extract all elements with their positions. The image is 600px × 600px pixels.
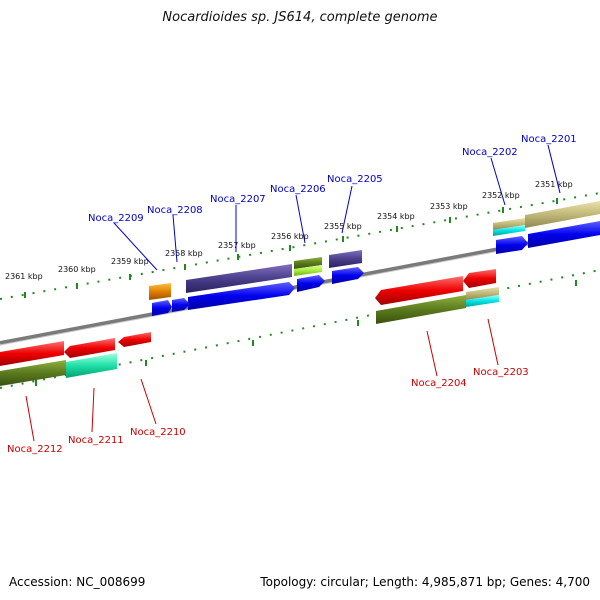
- reverse-gene-labels: Noca_2203 Noca_2204 Noca_2210 Noca_2211 …: [7, 367, 529, 455]
- gene-label-noca-2203: Noca_2203: [473, 367, 529, 378]
- gene-label-noca-2204: Noca_2204: [411, 378, 467, 389]
- gene-label-noca-2201: Noca_2201: [521, 134, 577, 145]
- feature-bar: [493, 225, 525, 236]
- tick-label: 2351 kbp: [535, 180, 573, 189]
- feature-bar: [0, 360, 66, 386]
- gene-arrow-noca-2206[interactable]: [297, 275, 325, 292]
- gene-arrow-noca-2203[interactable]: [463, 269, 496, 288]
- forward-tick-ruler: [0, 192, 600, 300]
- forward-major-ticks: [24, 198, 558, 298]
- tick-label: 2360 kbp: [58, 265, 96, 274]
- tick-label: 2355 kbp: [324, 222, 362, 231]
- genome-summary: Topology: circular; Length: 4,985,871 bp…: [260, 575, 590, 589]
- tick-label: 2357 kbp: [218, 241, 256, 250]
- tick-label: 2359 kbp: [111, 257, 149, 266]
- tick-label: 2358 kbp: [165, 249, 203, 258]
- feature-bar: [149, 283, 171, 300]
- gene-arrow-noca-2204[interactable]: [375, 276, 463, 305]
- feature-bar: [186, 264, 292, 293]
- gene-label-noca-2202: Noca_2202: [462, 147, 518, 158]
- feature-bar: [376, 295, 466, 324]
- feature-bar: [329, 250, 362, 268]
- gene-label-noca-2212: Noca_2212: [7, 444, 63, 455]
- gene-label-noca-2211: Noca_2211: [68, 435, 124, 446]
- forward-strand-features: [149, 201, 600, 316]
- feature-bar: [294, 265, 322, 276]
- gene-label-noca-2208: Noca_2208: [147, 205, 203, 216]
- reverse-label-leaders: [25, 318, 499, 442]
- gene-label-noca-2205: Noca_2205: [327, 174, 383, 185]
- reverse-strand-features: [0, 269, 499, 386]
- tick-label: 2354 kbp: [377, 212, 415, 221]
- gene-label-noca-2206: Noca_2206: [270, 184, 326, 195]
- gene-label-noca-2210: Noca_2210: [130, 427, 186, 438]
- forward-label-leaders: [113, 144, 561, 271]
- gene-arrow-noca-2202[interactable]: [496, 236, 528, 254]
- gene-arrow-noca-2210[interactable]: [118, 332, 151, 347]
- accession-label: Accession: NC_008699: [9, 575, 146, 589]
- tick-label: 2361 kbp: [5, 272, 43, 281]
- gene-label-noca-2207: Noca_2207: [210, 194, 266, 205]
- gene-arrow-noca-2205[interactable]: [332, 267, 364, 284]
- forward-gene-labels: Noca_2201 Noca_2202 Noca_2205 Noca_2206 …: [88, 134, 577, 224]
- tick-label: 2353 kbp: [430, 202, 468, 211]
- gene-arrow-noca-2209[interactable]: [152, 300, 172, 316]
- feature-bar: [466, 295, 499, 307]
- feature-bar: [466, 287, 499, 300]
- gene-arrow-noca-2207[interactable]: [188, 282, 295, 310]
- gene-arrow-noca-2211[interactable]: [64, 338, 115, 358]
- feature-bar: [493, 218, 525, 230]
- feature-bar: [66, 353, 117, 378]
- tick-label: 2352 kbp: [482, 191, 520, 200]
- tick-labels: 2351 kbp 2352 kbp 2353 kbp 2354 kbp 2355…: [5, 180, 573, 281]
- gene-label-noca-2209: Noca_2209: [88, 213, 144, 224]
- gene-arrow-noca-2201[interactable]: [528, 221, 600, 248]
- gene-arrow-noca-2208[interactable]: [172, 298, 190, 312]
- gene-arrow-noca-2212[interactable]: [0, 341, 64, 366]
- map-title: Nocardioides sp. JS614, complete genome: [162, 10, 438, 25]
- feature-bar: [525, 201, 600, 228]
- tick-label: 2356 kbp: [271, 232, 309, 241]
